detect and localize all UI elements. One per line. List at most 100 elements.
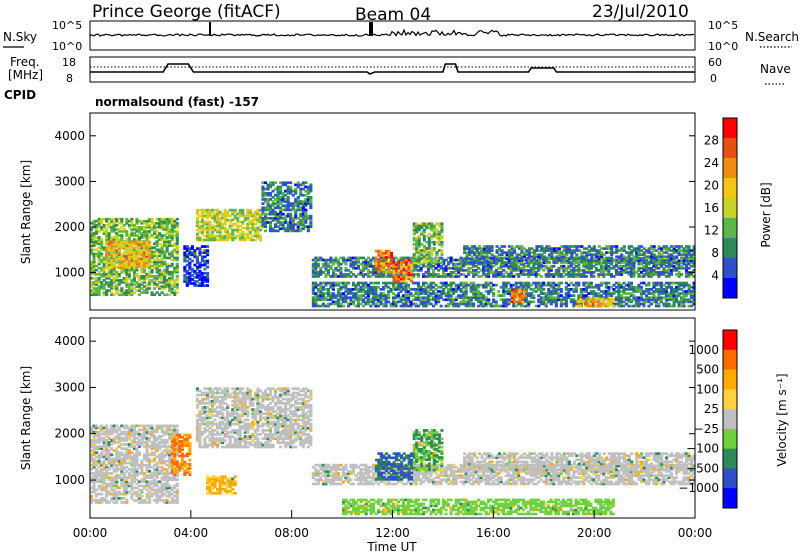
data-cell — [589, 273, 593, 276]
data-cell — [132, 287, 136, 290]
data-cell — [163, 217, 167, 221]
data-cell — [374, 273, 378, 276]
data-cell — [464, 258, 468, 262]
data-cell — [604, 283, 608, 287]
data-cell — [647, 266, 651, 270]
data-cell — [316, 283, 320, 287]
data-cell — [203, 255, 207, 259]
data-cell — [238, 234, 242, 238]
data-cell — [477, 271, 481, 274]
data-cell — [504, 298, 508, 302]
data-cell — [286, 198, 290, 201]
data-cell — [374, 285, 378, 289]
data-cell — [519, 281, 523, 285]
data-cell — [512, 302, 516, 306]
data-cell — [326, 304, 330, 308]
data-cell — [532, 253, 536, 256]
data-cell — [102, 248, 106, 252]
data-cell — [642, 251, 646, 254]
data-cell — [432, 298, 436, 302]
data-cell — [585, 261, 589, 265]
data-cell — [490, 257, 494, 260]
data-cell — [412, 294, 416, 297]
data-cell — [200, 216, 204, 220]
data-cell — [624, 271, 628, 274]
data-cell — [261, 206, 265, 210]
data-cell — [404, 294, 408, 297]
data-cell — [92, 287, 96, 290]
data-cell — [635, 251, 639, 254]
data-cell — [263, 191, 267, 195]
data-cell — [366, 294, 370, 297]
data-cell — [105, 289, 109, 292]
data-cell — [125, 261, 129, 265]
data-cell — [279, 216, 283, 220]
data-cell — [639, 302, 643, 306]
data-cell — [500, 251, 504, 254]
data-cell — [110, 222, 114, 225]
data-cell — [459, 296, 463, 300]
data-cell — [233, 236, 237, 240]
data-cell — [263, 225, 267, 228]
data-cell — [213, 226, 217, 230]
data-cell — [153, 277, 157, 280]
data-cell — [442, 269, 446, 272]
data-cell — [213, 238, 217, 242]
data-cell — [200, 218, 204, 222]
data-cell — [537, 253, 541, 256]
data-cell — [494, 283, 498, 287]
data-cell — [640, 245, 644, 248]
data-cell — [554, 296, 558, 300]
data-cell — [165, 283, 169, 286]
data-cell — [142, 222, 146, 225]
data-cell — [299, 183, 303, 187]
data-cell — [539, 300, 543, 304]
data-cell — [163, 268, 167, 272]
data-cell — [682, 251, 686, 254]
data-cell — [560, 261, 564, 265]
data-cell — [145, 230, 149, 233]
data-cell — [489, 285, 493, 289]
data-cell — [517, 273, 521, 276]
data-cell — [374, 258, 378, 261]
data-cell — [384, 285, 388, 289]
data-cell — [145, 251, 149, 254]
data-cell — [535, 247, 539, 250]
data-cell — [504, 300, 508, 304]
data-cell — [279, 206, 283, 210]
data-cell — [173, 234, 177, 237]
data-cell — [127, 240, 131, 244]
data-cell — [617, 249, 621, 252]
data-cell — [211, 208, 215, 212]
data-cell — [200, 224, 204, 228]
data-cell — [432, 285, 436, 289]
data-cell — [142, 268, 146, 272]
data-cell — [569, 298, 573, 302]
data-cell — [331, 260, 335, 264]
data-cell — [670, 253, 674, 256]
data-cell — [173, 279, 177, 282]
data-cell — [542, 255, 546, 258]
data-cell — [615, 251, 619, 254]
data-cell — [231, 236, 235, 240]
data-cell — [195, 267, 199, 271]
data-cell — [552, 264, 556, 268]
data-cell — [576, 300, 580, 303]
data-cell — [339, 273, 343, 276]
data-cell — [639, 292, 643, 295]
data-cell — [203, 271, 207, 275]
data-cell — [399, 256, 403, 260]
data-cell — [479, 298, 483, 302]
data-cell — [517, 257, 521, 260]
data-cell — [175, 277, 179, 280]
data-cell — [206, 259, 210, 263]
data-cell — [632, 247, 636, 250]
data-cell — [170, 289, 174, 292]
data-cell — [555, 259, 559, 262]
data-cell — [258, 228, 262, 232]
data-cell — [670, 304, 674, 308]
data-cell — [612, 245, 616, 248]
data-cell — [564, 294, 568, 297]
data-cell — [670, 257, 674, 260]
data-cell — [289, 181, 293, 185]
